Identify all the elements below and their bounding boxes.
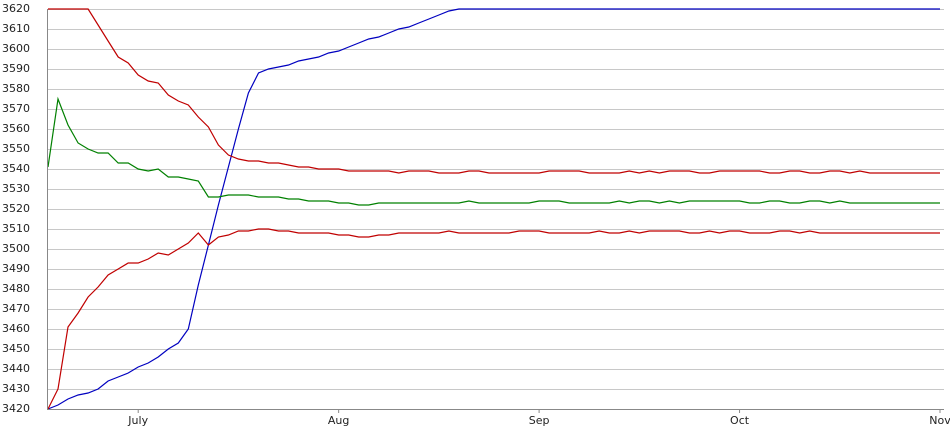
x-tick-label: July: [127, 414, 148, 427]
y-tick-label: 3530: [2, 182, 30, 195]
y-tick-label: 3480: [2, 282, 30, 295]
y-tick-label: 3580: [2, 82, 30, 95]
series-line: [48, 8, 940, 174]
y-tick-label: 3460: [2, 322, 30, 335]
y-tick-label: 3600: [2, 42, 30, 55]
y-tick-label: 3610: [2, 22, 30, 35]
y-tick-label: 3450: [2, 342, 30, 355]
y-tick-label: 3560: [2, 122, 30, 135]
grid: [48, 9, 944, 410]
y-tick-label: 3490: [2, 262, 30, 275]
x-tick-label: Oct: [730, 414, 750, 427]
x-tick-label: Aug: [328, 414, 349, 427]
y-tick-label: 3470: [2, 302, 30, 315]
y-tick-label: 3440: [2, 362, 30, 375]
y-tick-label: 3500: [2, 242, 30, 255]
series-line: [47, 228, 940, 410]
series-line: [47, 8, 940, 410]
y-tick-label: 3430: [2, 382, 30, 395]
y-tick-label: 3540: [2, 162, 30, 175]
x-tick-label: Nov: [929, 414, 950, 427]
y-tick-label: 3510: [2, 222, 30, 235]
y-tick-label: 3570: [2, 102, 30, 115]
series-line: [47, 96, 940, 206]
y-tick-label: 3590: [2, 62, 30, 75]
plot-lines: [47, 8, 940, 410]
x-tick-label: Sep: [529, 414, 550, 427]
y-tick-label: 3420: [2, 402, 30, 415]
y-tick-label: 3620: [2, 2, 30, 15]
y-tick-label: 3550: [2, 142, 30, 155]
y-tick-label: 3520: [2, 202, 30, 215]
